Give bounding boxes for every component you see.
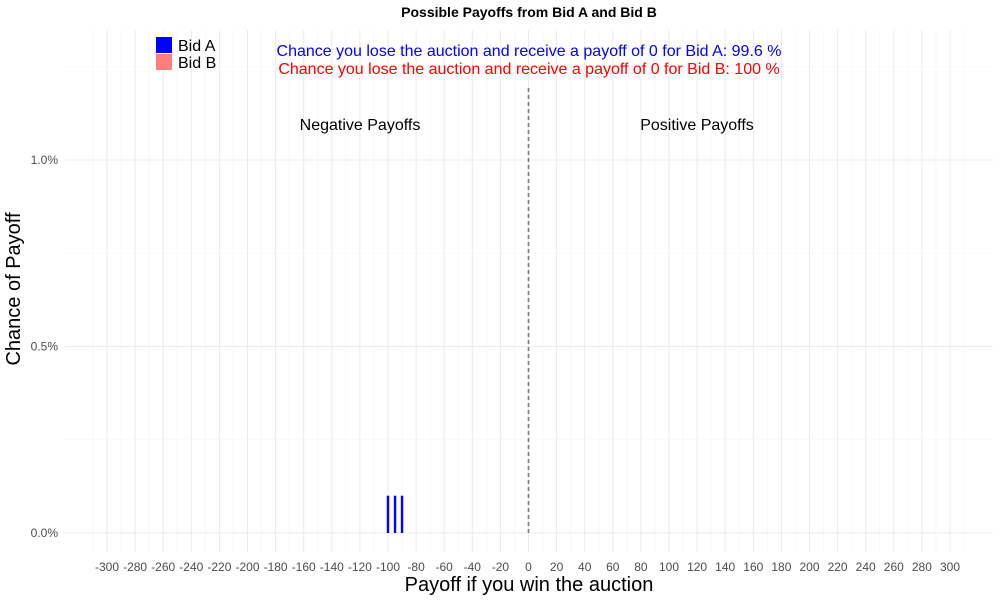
x-tick-label: -260 <box>151 560 175 574</box>
x-axis-title: Payoff if you win the auction <box>405 574 654 596</box>
x-tick-label: 0 <box>525 560 532 574</box>
legend-label-bid-b: Bid B <box>178 55 216 72</box>
y-tick-label: 1.0% <box>31 153 59 167</box>
legend: Bid A Bid B <box>156 37 216 72</box>
x-tick-label: -240 <box>179 560 203 574</box>
x-tick-label: -20 <box>492 560 510 574</box>
x-tick-label: 100 <box>659 560 679 574</box>
x-tick-label: -100 <box>376 560 400 574</box>
x-tick-label: 200 <box>799 560 819 574</box>
x-tick-label: -140 <box>320 560 344 574</box>
x-tick-label: 140 <box>715 560 735 574</box>
legend-label-bid-a: Bid A <box>178 38 216 55</box>
x-tick-label: 280 <box>912 560 932 574</box>
x-tick-label: 60 <box>606 560 620 574</box>
y-tick-label: 0.0% <box>31 526 59 540</box>
x-tick-label: 220 <box>828 560 848 574</box>
bar-bid-a <box>386 495 390 533</box>
x-tick-label: -200 <box>235 560 259 574</box>
chart-title: Possible Payoffs from Bid A and Bid B <box>401 4 657 20</box>
bar-bid-a <box>393 495 397 533</box>
bar-bid-a <box>400 495 404 533</box>
y-axis-ticks: 0.0% 0.5% 1.0% <box>31 153 59 540</box>
x-tick-label: 80 <box>634 560 648 574</box>
x-tick-label: 160 <box>743 560 763 574</box>
y-axis-title: Chance of Payoff <box>3 212 25 366</box>
bars-layer <box>386 495 404 533</box>
legend-swatch-bid-b <box>156 54 172 70</box>
x-tick-label: 300 <box>940 560 960 574</box>
x-tick-label: -80 <box>407 560 425 574</box>
x-tick-label: -60 <box>436 560 454 574</box>
legend-swatch-bid-a <box>156 37 172 53</box>
x-tick-label: 120 <box>687 560 707 574</box>
x-tick-label: -160 <box>292 560 316 574</box>
x-tick-label: -120 <box>348 560 372 574</box>
x-tick-label: -280 <box>123 560 147 574</box>
annotation-bid-a: Chance you lose the auction and receive … <box>277 43 782 60</box>
x-tick-label: -40 <box>464 560 482 574</box>
negative-payoffs-label: Negative Payoffs <box>300 117 421 134</box>
x-axis-ticks: -300 -280 -260 -240 -220 -200 -180 -160 -140 -120… <box>95 560 960 574</box>
x-tick-label: 260 <box>884 560 904 574</box>
x-tick-label: -220 <box>207 560 231 574</box>
x-tick-label: 20 <box>550 560 564 574</box>
grid-lines <box>65 30 993 552</box>
positive-payoffs-label: Positive Payoffs <box>640 117 754 134</box>
x-tick-label: 180 <box>771 560 791 574</box>
y-tick-label: 0.5% <box>31 340 59 354</box>
x-tick-label: 40 <box>578 560 592 574</box>
x-tick-label: -180 <box>264 560 288 574</box>
x-tick-label: -300 <box>95 560 119 574</box>
annotation-bid-b: Chance you lose the auction and receive … <box>278 61 779 78</box>
x-tick-label: 240 <box>856 560 876 574</box>
